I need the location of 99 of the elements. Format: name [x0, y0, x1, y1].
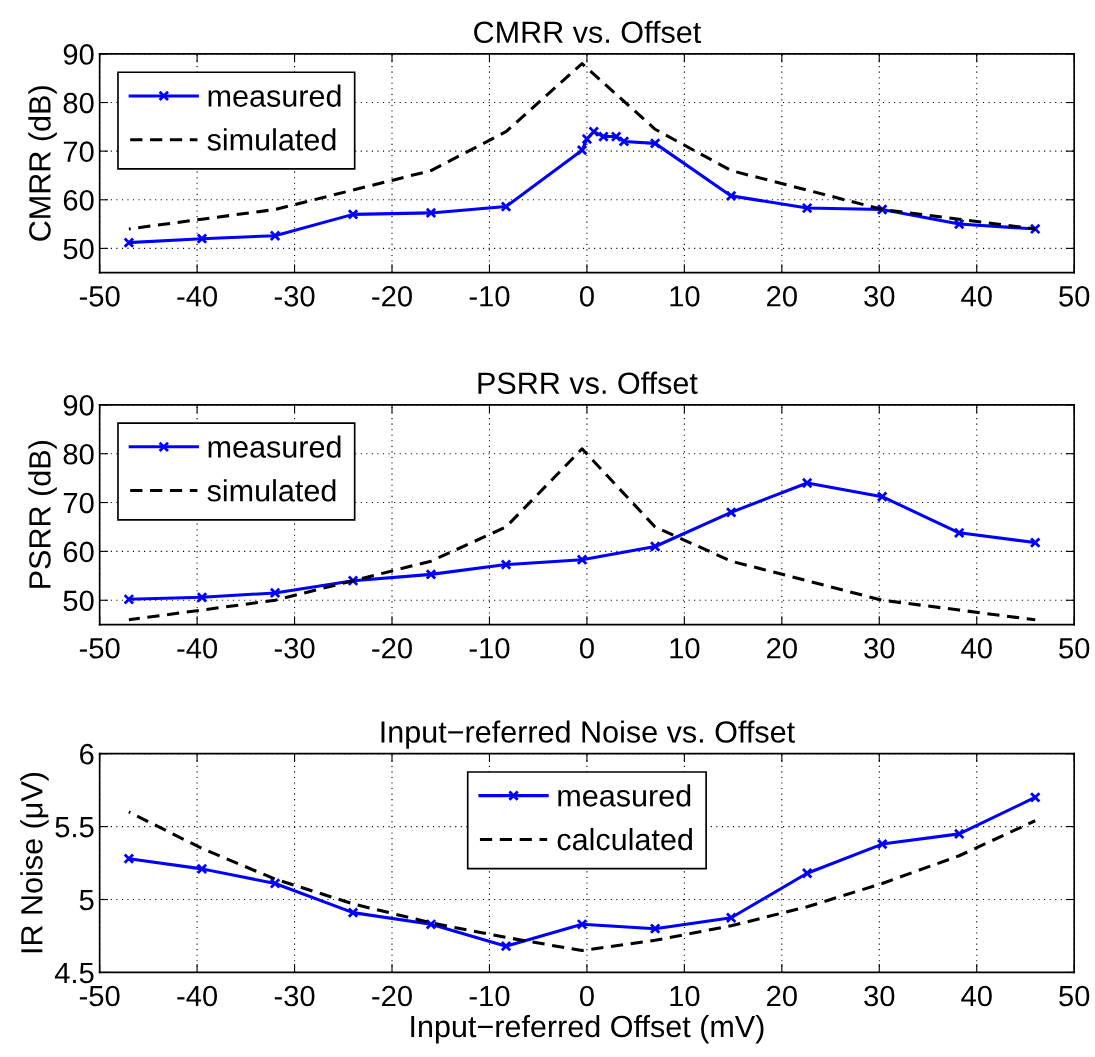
point: [725, 912, 737, 924]
point: [347, 208, 359, 220]
x-tick-label: -10: [469, 285, 510, 307]
y-tick-label: 80: [63, 92, 94, 114]
point: [576, 144, 588, 156]
x-tick-label: -30: [274, 985, 315, 1007]
point: [1029, 223, 1041, 235]
y-axis-title: CMRR (dB): [28, 86, 57, 241]
x-tick-label: 0: [579, 637, 594, 659]
point: [500, 940, 512, 952]
x-tick-label: 20: [767, 285, 797, 307]
point: [953, 527, 965, 539]
y-tick-label: 60: [63, 189, 94, 211]
point: [425, 918, 437, 930]
legend-label: measured: [558, 784, 691, 807]
y-tick-label: 70: [63, 141, 94, 163]
point: [500, 201, 512, 213]
point: [725, 190, 737, 202]
y-tick-label: 70: [63, 492, 94, 514]
x-tick-label: -20: [372, 637, 412, 659]
point: [576, 554, 588, 566]
point: [649, 540, 661, 553]
point: [1029, 537, 1041, 549]
point: [196, 863, 208, 875]
y-tick-label: 50: [63, 238, 94, 260]
legend-label: measured: [208, 84, 341, 107]
x-tick-label: 50: [1059, 285, 1090, 307]
point: [649, 137, 661, 149]
x-tick-label: -50: [79, 285, 120, 307]
x-tick-label: 30: [864, 285, 895, 307]
x-tick-label: 50: [1059, 637, 1090, 659]
x-tick-label: 40: [961, 985, 992, 1007]
legend-label: measured: [208, 435, 341, 458]
y-tick-label: 4.5: [54, 962, 94, 984]
x-tick-label: 0: [579, 985, 594, 1007]
legend-label: simulated: [207, 128, 336, 151]
point: [196, 591, 208, 603]
y-tick-label: 80: [63, 443, 94, 465]
point: [876, 838, 888, 850]
chart-title: PSRR vs. Offset: [478, 371, 698, 395]
x-tick-label: -40: [177, 985, 218, 1007]
legend-label: calculated: [557, 827, 692, 851]
x-tick-label: -20: [372, 985, 412, 1007]
point: [269, 587, 281, 599]
y-tick-label: 60: [63, 541, 94, 563]
y-tick-label: 5.5: [55, 817, 94, 838]
point: [801, 867, 813, 879]
x-tick-label: -40: [177, 285, 218, 307]
x-tick-label: 30: [864, 637, 895, 659]
point: [588, 126, 600, 138]
chart-title: Input−referred Noise vs. Offset: [381, 720, 795, 749]
x-tick-label: 40: [961, 637, 992, 659]
x-tick-label: 30: [864, 985, 895, 1007]
point: [1029, 791, 1041, 803]
y-axis-title: PSRR (dB): [28, 441, 57, 588]
y-tick-label: 5: [79, 890, 94, 911]
x-tick-label: 40: [961, 285, 992, 307]
point: [196, 233, 208, 245]
point: [123, 853, 135, 865]
point: [725, 506, 737, 518]
x-tick-label: 0: [579, 285, 594, 307]
point: [618, 135, 630, 147]
x-tick-label: -50: [79, 985, 120, 1007]
x-tick-label: -50: [79, 637, 120, 659]
x-tick-label: 20: [767, 637, 797, 659]
x-axis-title: Input−referred Offset (mV): [411, 1014, 764, 1044]
x-tick-label: 10: [670, 985, 700, 1007]
point: [500, 559, 512, 571]
x-tick-label: 10: [670, 637, 700, 659]
point: [953, 828, 965, 840]
point: [269, 230, 281, 242]
x-tick-label: -20: [372, 285, 412, 307]
x-tick-label: -30: [274, 637, 315, 659]
x-tick-label: -10: [469, 637, 510, 659]
x-tick-label: 10: [670, 285, 700, 307]
point: [425, 207, 437, 219]
point: [649, 923, 661, 935]
x-tick-label: -30: [274, 285, 315, 307]
point: [581, 133, 593, 145]
y-tick-label: 50: [63, 590, 94, 612]
point: [347, 907, 359, 919]
x-tick-label: -10: [469, 985, 510, 1007]
legend-label: simulated: [207, 479, 336, 502]
y-tick-label: 6: [80, 743, 94, 765]
point: [123, 237, 135, 249]
y-tick-label: 90: [63, 395, 94, 416]
point: [123, 593, 135, 605]
point: [876, 491, 888, 503]
point: [801, 202, 813, 214]
x-tick-label: -40: [177, 637, 218, 659]
point: [269, 877, 281, 890]
y-axis-title: IR Noise (μV): [20, 772, 49, 953]
x-tick-label: 50: [1059, 985, 1090, 1007]
y-tick-label: 90: [63, 44, 94, 65]
point: [425, 568, 437, 580]
point: [801, 477, 813, 489]
point: [576, 918, 588, 930]
chart-title: CMRR vs. Offset: [474, 20, 702, 44]
x-tick-label: 20: [767, 985, 797, 1007]
